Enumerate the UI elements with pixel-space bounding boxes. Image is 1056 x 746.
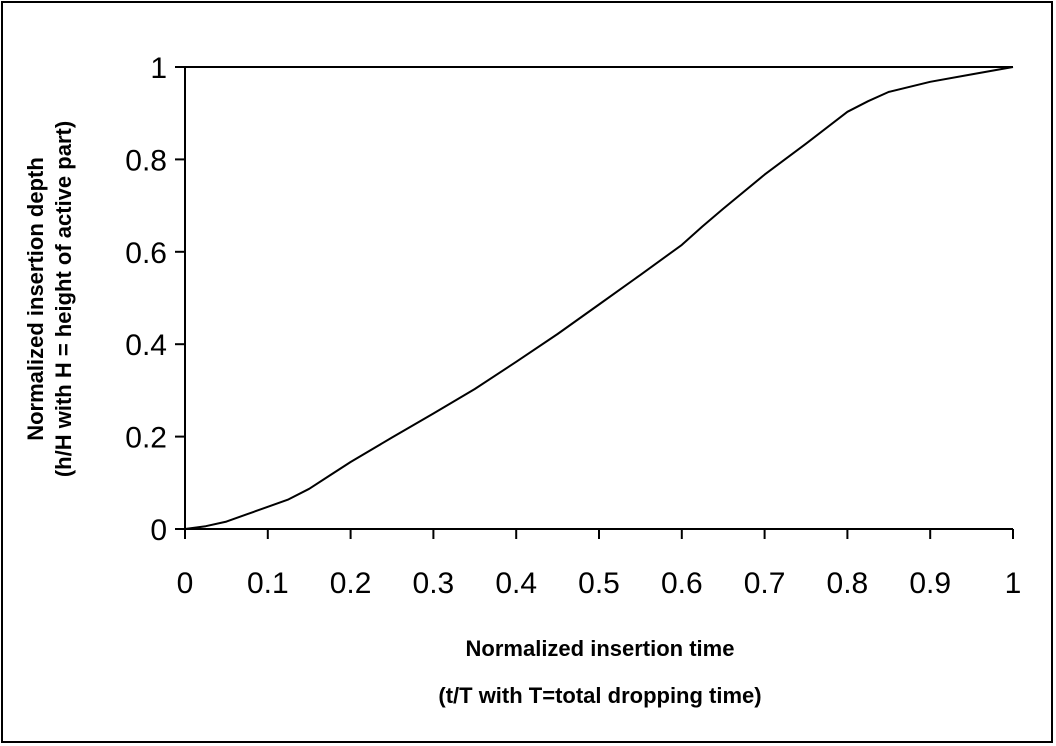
x-tick-label: 0.1 [247, 567, 289, 600]
x-tick-label: 0.8 [827, 567, 869, 600]
y-tick-label: 0.2 [125, 422, 167, 455]
x-tick-label: 0.2 [330, 567, 372, 600]
x-tick-label: 0.3 [413, 567, 455, 600]
x-tick-label: 0.6 [661, 567, 703, 600]
y-axis-title-line-1: Normalized insertion depth [23, 157, 48, 441]
series-line [184, 66, 1014, 530]
chart-svg: 0 0.1 0.2 0.3 0.4 0.5 0.6 0.7 0.8 0.9 1 0 0.2 0.4 0.6… [23, 52, 1022, 708]
x-tick-label: 0.7 [744, 567, 786, 600]
x-tick-label: 0.5 [578, 567, 620, 600]
x-tick-label: 0.9 [909, 567, 951, 600]
y-axis-title-line-2: (h/H with H = height of active part) [51, 121, 76, 477]
x-tick-label: 0 [177, 567, 194, 600]
y-tick-label: 0.6 [125, 237, 167, 270]
y-tick-label: 0 [150, 514, 167, 547]
y-tick-label: 0.8 [125, 144, 167, 177]
x-axis-title-line-1: Normalized insertion time [466, 636, 735, 661]
x-tick-label: 1 [1005, 567, 1022, 600]
y-tick-label: 1 [150, 52, 167, 85]
y-tick-label: 0.4 [125, 329, 167, 362]
x-tick-label: 0.4 [495, 567, 537, 600]
x-axis-title-line-2: (t/T with T=total dropping time) [438, 683, 761, 708]
